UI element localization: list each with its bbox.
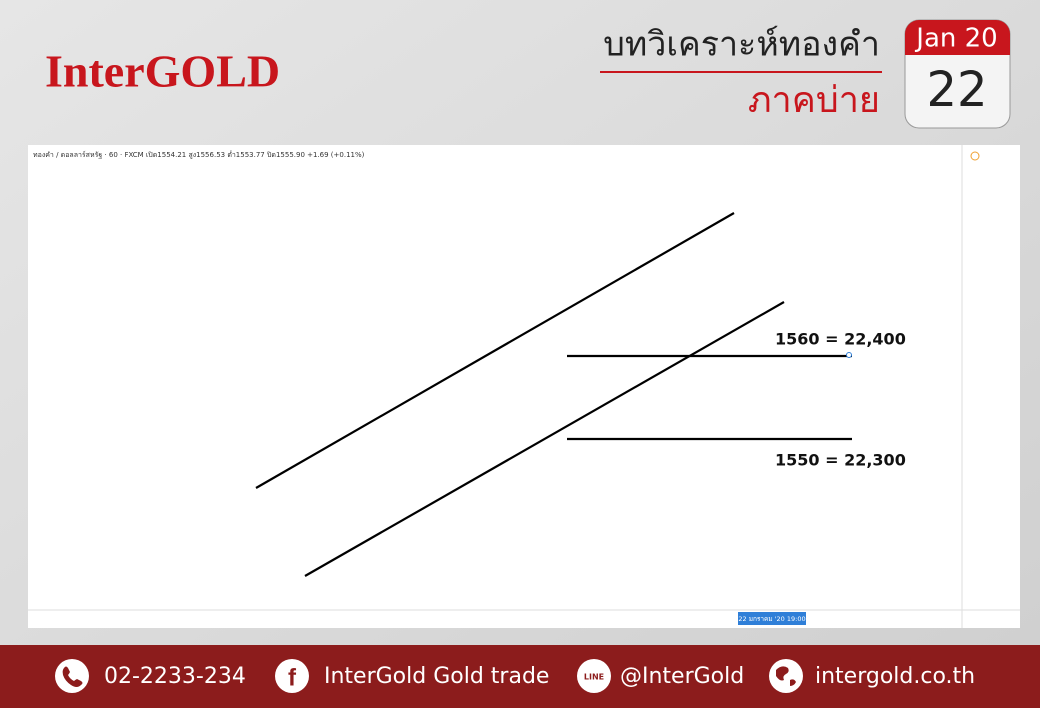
subtitle: ภาคบ่าย [748,80,880,121]
facebook-glyph: f [288,664,297,691]
calendar-top [905,20,1010,55]
annotation: 1550 = 22,300 [775,451,906,470]
website: intergold.co.th [815,664,975,689]
alert-icon [970,151,980,161]
channel-lower [304,301,785,577]
line-id: @InterGold [620,664,744,689]
logo: InterGOLD [45,46,280,97]
annotations [255,212,852,577]
calendar-day: 22 [926,62,987,118]
line-glyph: LINE [584,673,604,682]
annotation: 1560 = 22,400 [775,330,906,349]
title: บทวิเคราะห์ทองคำ [603,25,880,65]
web-icon [769,659,803,693]
phone: 02-2233-234 [104,664,246,689]
web-glyph [776,666,796,686]
phone-icon [55,659,89,693]
phone-glyph [62,666,83,687]
cursor-label: 22 มกราคม '20 19:00 [738,615,805,623]
channel-upper [255,212,735,489]
facebook-icon [275,659,309,693]
footer [0,645,1040,708]
chart-panel [28,145,1020,628]
facebook: InterGold Gold trade [324,664,549,689]
symbol-info: ทองคำ / ดอลลาร์สหรัฐ · 60 · FXCM เปิด155… [33,150,365,159]
cursor-tag [738,612,806,625]
calendar-month: Jan 20 [914,24,997,54]
line-handle [846,352,852,358]
line-icon [577,659,611,693]
